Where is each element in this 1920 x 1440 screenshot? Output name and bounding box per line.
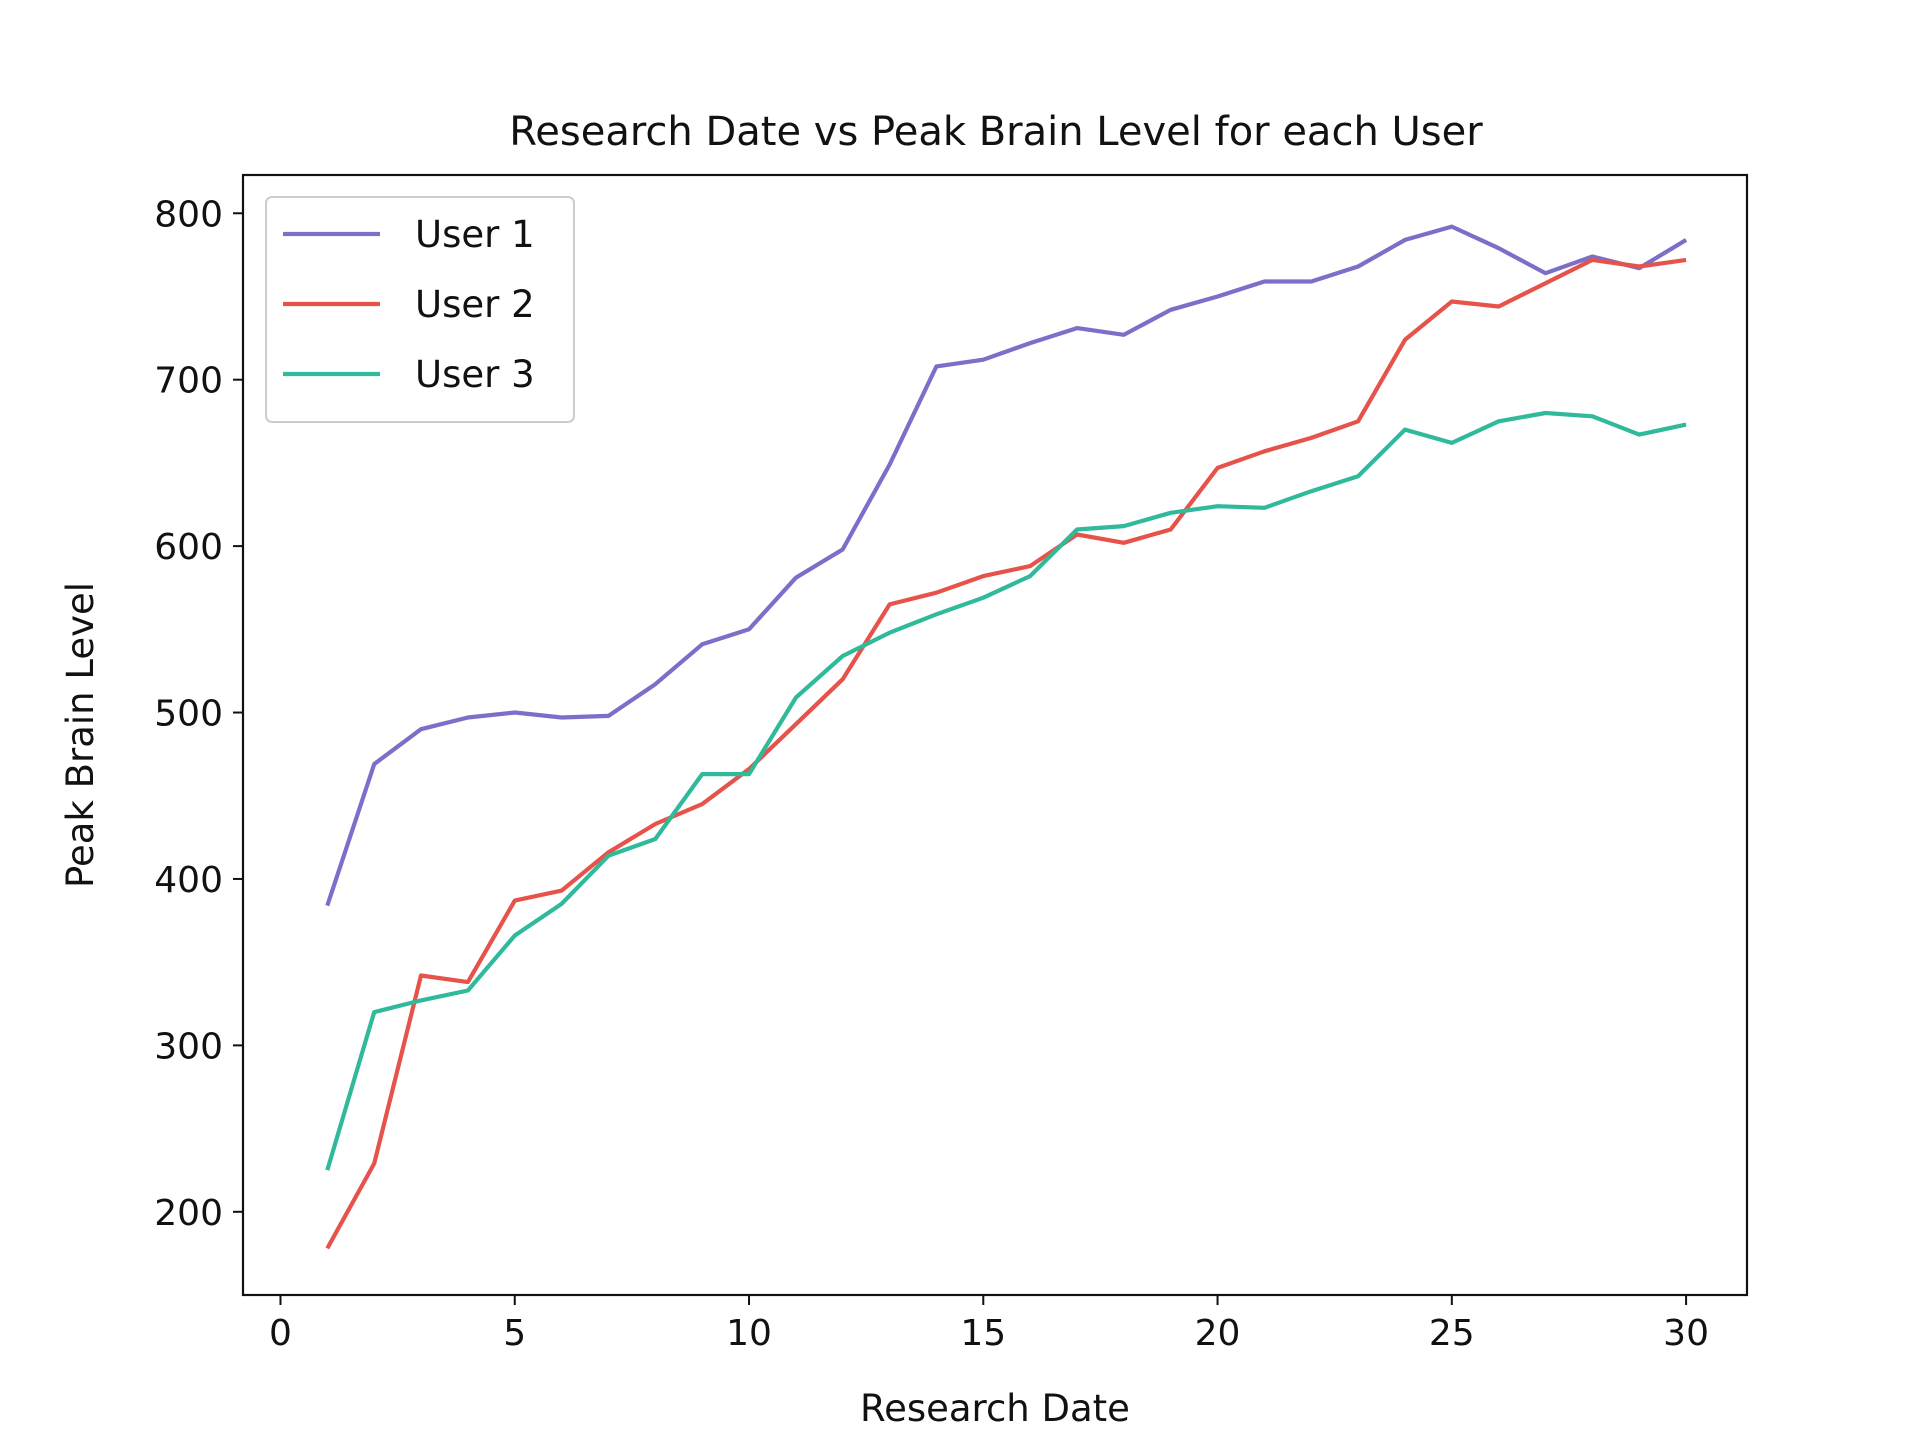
y-tick-label: 800 [154,194,223,235]
x-tick-label: 10 [726,1313,772,1354]
y-tick-label: 200 [154,1193,223,1234]
x-tick-label: 5 [503,1313,526,1354]
y-tick-label: 600 [154,527,223,568]
y-tick-label: 300 [154,1026,223,1067]
legend: User 1 User 2 User 3 [266,197,574,422]
chart-title: Research Date vs Peak Brain Level for ea… [509,109,1483,155]
series-line-user-3 [327,413,1686,1170]
x-tick-label: 0 [269,1313,292,1354]
legend-label-user-2: User 2 [415,283,535,326]
y-axis: 200 300 400 500 600 700 800 [154,194,243,1234]
x-axis: 0 5 10 15 20 25 30 [269,1295,1709,1354]
x-tick-label: 30 [1663,1313,1709,1354]
x-axis-label: Research Date [860,1387,1130,1430]
legend-label-user-1: User 1 [415,213,535,256]
y-tick-label: 400 [154,860,223,901]
x-tick-label: 20 [1195,1313,1241,1354]
legend-label-user-3: User 3 [415,353,535,396]
x-tick-label: 25 [1429,1313,1475,1354]
y-tick-label: 500 [154,694,223,735]
y-axis-label: Peak Brain Level [59,582,102,888]
y-tick-label: 700 [154,361,223,402]
x-tick-label: 15 [960,1313,1006,1354]
